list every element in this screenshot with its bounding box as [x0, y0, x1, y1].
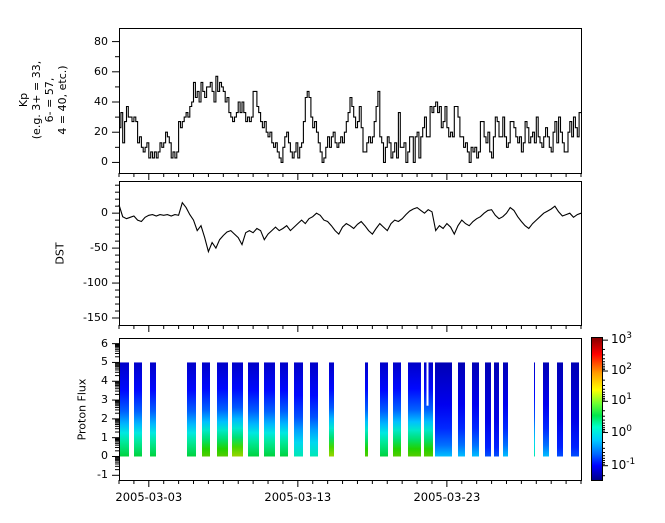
flux-stripe [503, 362, 508, 457]
flux-ytick-label: -1 [97, 468, 108, 482]
flux-ytick-label: 5 [101, 355, 108, 369]
flux-ytick-label: 4 [101, 374, 108, 388]
flux-ytick-label: 2 [101, 411, 108, 425]
flux-stripe [187, 362, 196, 457]
colorbar-tick-label: 103 [611, 331, 633, 347]
colorbar-tick-label: 10-1 [611, 456, 636, 472]
flux-stripe [294, 362, 303, 457]
flux-stripe [280, 362, 288, 457]
flux-stripe [120, 362, 129, 457]
flux-stripe [248, 362, 259, 457]
flux-stripe-notch [426, 362, 429, 406]
kp-panel-border [119, 28, 582, 174]
flux-ytick-label: 0 [101, 449, 108, 463]
kp-series-line [119, 75, 581, 163]
flux-panel-border [119, 338, 582, 481]
kp-ytick-label: 20 [94, 125, 108, 139]
flux-stripe [365, 362, 368, 457]
kp-ytick-label: 0 [101, 155, 108, 169]
flux-stripe [134, 362, 142, 457]
flux-stripe [408, 362, 421, 457]
dst-series-line [118, 201, 582, 254]
colorbar-tick-label: 102 [611, 362, 633, 378]
flux-stripe [217, 362, 228, 457]
flux-stripe [571, 362, 579, 457]
flux-stripe [232, 362, 243, 457]
colorbar-tick-label: 100 [611, 423, 633, 439]
flux-stripe [458, 362, 465, 457]
flux-stripe [435, 362, 452, 457]
flux-stripe [543, 362, 549, 457]
colorbar-tick-label: 101 [611, 392, 633, 408]
kp-ytick-label: 60 [94, 64, 108, 78]
flux-ytick-label: 3 [101, 393, 108, 407]
x-axis-date-label: 2005-03-13 [264, 490, 332, 504]
colorbar-border [591, 337, 603, 481]
flux-stripe [310, 362, 318, 457]
kp-ytick-label: 80 [94, 34, 108, 48]
flux-stripe [472, 362, 479, 457]
flux-stripe [557, 362, 563, 457]
dst-panel-border [119, 181, 582, 326]
x-axis-date-label: 2005-03-23 [413, 490, 481, 504]
dst-ytick-label: 0 [101, 206, 108, 220]
flux-ytick-label: 6 [101, 336, 108, 350]
flux-stripe [485, 362, 491, 457]
flux-stripe [424, 362, 433, 457]
colorbar [591, 337, 602, 480]
dst-ytick-label: -150 [83, 311, 108, 324]
flux-stripe [202, 362, 210, 457]
flux-stripe [380, 362, 388, 457]
kp-ytick-label: 40 [94, 95, 108, 108]
flux-stripe [150, 362, 156, 457]
flux-stripe [534, 362, 535, 457]
flux-stripe [329, 362, 334, 457]
flux-stripe [494, 362, 499, 457]
x-axis-date-label: 2005-03-03 [115, 490, 183, 504]
flux-ytick-label: 1 [101, 430, 108, 444]
dst-ytick-label: -100 [83, 276, 108, 290]
dst-ytick-label: -50 [90, 241, 108, 255]
flux-stripe [264, 362, 275, 457]
flux-stripe [393, 362, 401, 457]
